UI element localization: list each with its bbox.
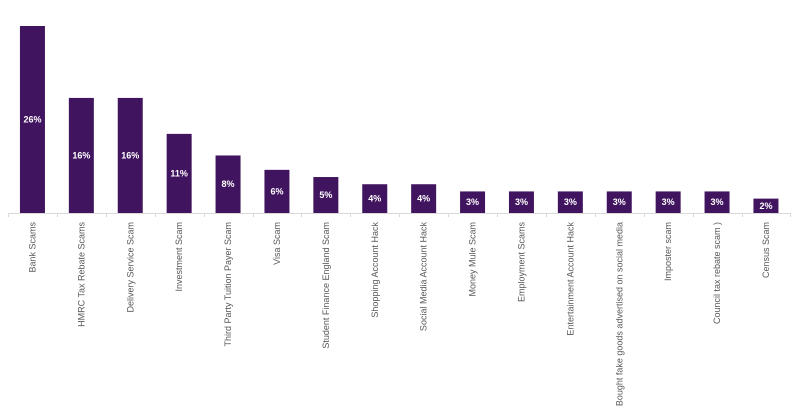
bar: [362, 184, 388, 213]
category-label: HMRC Tax Rebate Scams: [76, 222, 86, 327]
data-label: 16%: [121, 150, 139, 160]
category-label: Shopping Account Hack: [370, 222, 380, 318]
bar: [460, 191, 486, 213]
data-label: 4%: [368, 194, 381, 204]
bar: [68, 97, 94, 213]
bar: [557, 191, 583, 213]
data-label: 3%: [515, 197, 528, 207]
category-label: Bought fake goods advertised on social m…: [614, 222, 624, 406]
bar: [166, 133, 192, 213]
data-label: 3%: [711, 197, 724, 207]
category-label: Entertainment Account Hack: [565, 222, 575, 336]
data-label: 5%: [319, 190, 332, 200]
data-label: 3%: [613, 197, 626, 207]
category-label: Social Media Account Hack: [419, 222, 429, 332]
data-label: 26%: [23, 115, 41, 125]
bar: [264, 169, 290, 213]
category-label: Employment Scams: [516, 222, 526, 303]
category-label: Imposter scam: [663, 222, 673, 281]
category-label: Visa Scam: [272, 222, 282, 265]
bar: [19, 26, 45, 213]
bar: [753, 198, 779, 213]
bar: [215, 155, 241, 213]
bar: [313, 177, 339, 213]
data-label: 3%: [466, 197, 479, 207]
category-label: Delivery Service Scam: [125, 222, 135, 313]
category-label: Council tax rebate scam ): [712, 222, 722, 324]
data-label: 11%: [170, 168, 188, 178]
category-label: Census Scam: [761, 222, 771, 278]
category-label: Bank Scams: [27, 222, 37, 273]
data-label: 3%: [564, 197, 577, 207]
category-label: Student Finance England Scam: [321, 222, 331, 349]
category-label: Money Mule Scam: [468, 222, 478, 297]
data-label: 16%: [72, 150, 90, 160]
bar: [411, 184, 437, 213]
category-label: Third Party Tuition Payer Scam: [223, 222, 233, 347]
bar: [508, 191, 534, 213]
data-label: 6%: [270, 186, 283, 196]
bar: [117, 97, 143, 213]
bar: [655, 191, 681, 213]
data-label: 4%: [417, 194, 430, 204]
data-label: 8%: [222, 179, 235, 189]
bar: [704, 191, 730, 213]
data-label: 2%: [759, 201, 772, 211]
data-label: 3%: [662, 197, 675, 207]
category-label: Investment Scam: [174, 222, 184, 292]
bar: [606, 191, 632, 213]
